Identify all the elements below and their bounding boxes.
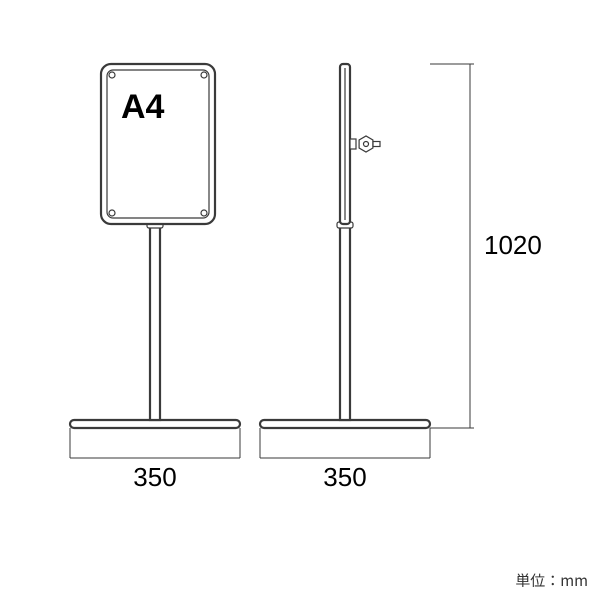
canvas-bg [0,0,600,600]
technical-drawing: A4 1020 350 350 単位：mm [0,0,600,600]
side-base [260,420,430,428]
front-base [70,420,240,428]
dim-height-label: 1020 [484,230,542,260]
side-pole [340,226,350,420]
dim-base-label-front: 350 [133,462,176,492]
panel-size-label: A4 [121,88,165,126]
unit-note: 単位：mm [515,570,588,591]
dim-base-label-side: 350 [323,462,366,492]
side-hinge-bracket [350,139,356,149]
side-hinge-nut [359,136,373,152]
front-pole [150,226,160,420]
side-hinge-stub [373,142,380,147]
